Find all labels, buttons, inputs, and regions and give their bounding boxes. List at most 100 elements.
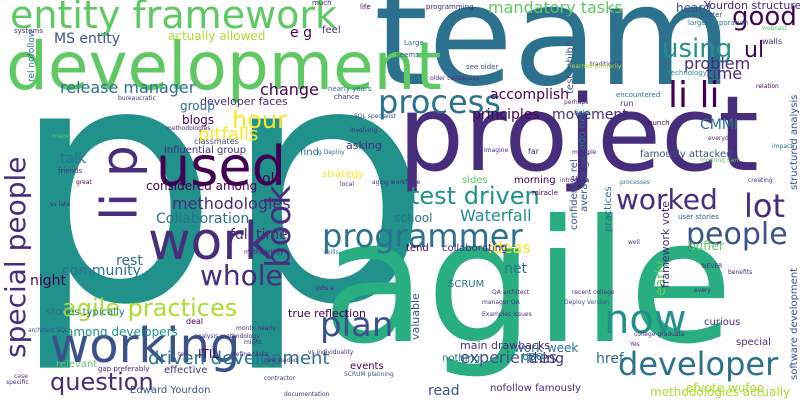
word-imagine: Imagine xyxy=(484,147,509,154)
word-work-week: work week xyxy=(514,341,579,355)
word-li-li: li li xyxy=(668,75,720,116)
word-aging-workforce: aging workforce xyxy=(372,179,421,186)
word-p-large-right: p xyxy=(222,0,432,377)
word-methodologies-small: methodologies xyxy=(166,125,211,132)
word-involving: involving xyxy=(350,127,378,134)
word-creating: creating xyxy=(748,177,773,184)
word-thing: thing xyxy=(528,351,565,367)
word-case: case xyxy=(14,373,28,380)
word-lip-vertical: li p xyxy=(90,145,149,221)
word-special-people: special people xyxy=(0,156,32,358)
word-skills: skills xyxy=(324,249,339,256)
word-accomplish: accomplish xyxy=(490,87,570,103)
word-methodologies: methodologies xyxy=(172,194,291,213)
word-entity-framework: entity framework xyxy=(10,0,338,37)
word-worked: worked xyxy=(616,183,718,216)
word-life: life xyxy=(360,3,371,11)
word-blogs: blogs xyxy=(182,113,215,127)
word-curious: curious xyxy=(704,317,741,328)
word-nearly-years: nearly years xyxy=(328,85,372,93)
word-project: project xyxy=(398,73,759,195)
word-strategy: strategy xyxy=(322,169,364,180)
word-bureaucratic: bureaucratic xyxy=(118,95,156,102)
word-far: far xyxy=(528,147,540,156)
word-work: work xyxy=(148,212,274,272)
word-pitfalls: pitfalls xyxy=(198,124,259,145)
word-movement: movement xyxy=(552,107,628,123)
word-programmer: programmer xyxy=(322,217,523,255)
word-driven-development: driven development xyxy=(148,348,330,369)
word-efvote-wufoo: efvote wufoo xyxy=(686,381,765,395)
word-true-reflection: true reflection xyxy=(288,307,366,320)
word-encountered: encountered xyxy=(616,91,661,99)
word-test-driven: test driven xyxy=(410,182,540,210)
word-much: much xyxy=(312,0,332,7)
word-e-g: e g xyxy=(290,25,312,41)
word-analysis-methodology: analysis methodology xyxy=(194,333,260,340)
word-relevant: relevant xyxy=(56,359,98,370)
word-using: using xyxy=(662,34,733,64)
word-ideas: ideas xyxy=(488,238,531,257)
word-every: every xyxy=(694,287,711,294)
word-itil: ITIL xyxy=(198,347,220,361)
word-vs-late: vs late xyxy=(50,201,70,208)
word-net: net xyxy=(504,261,527,277)
word-valuable: valuable xyxy=(409,293,422,340)
word-recent-college: recent college xyxy=(572,289,615,296)
word-morning-sam: morning Sam xyxy=(700,157,741,164)
word-webcast: webcast xyxy=(762,25,787,32)
word-question: question xyxy=(50,368,154,396)
word-school: school xyxy=(394,211,433,225)
word-friends: friends xyxy=(58,167,83,175)
word-local: local xyxy=(340,181,354,188)
word-deal: deal xyxy=(186,317,204,326)
word-methodologies-actually: methodologies actually xyxy=(650,385,791,399)
word-classmates: classmates xyxy=(194,137,239,146)
word-introduce: introduce xyxy=(560,177,589,184)
word-release-manager: release manager xyxy=(60,78,196,97)
word-systems: systems xyxy=(14,27,43,35)
word-g-deploy: g Deploy xyxy=(318,149,345,156)
word-run: run xyxy=(620,99,634,108)
word-everyday: everyday xyxy=(708,135,736,142)
word-ol: ol xyxy=(262,171,275,187)
word-full-time: full time xyxy=(230,227,288,243)
word-used: used xyxy=(156,135,286,198)
word-scrum: SCRUM xyxy=(448,279,485,290)
word-find: find xyxy=(300,147,319,158)
word-whole: whole xyxy=(200,259,283,292)
word-change: change xyxy=(260,80,319,99)
word-miracle: miracle xyxy=(532,189,559,197)
word-large-corporation: large corporation xyxy=(688,19,749,27)
word-overloaded: overloaded xyxy=(264,357,298,364)
word-vs-individuality: vs individuality xyxy=(308,349,354,356)
word-heard: heard xyxy=(676,1,711,15)
word-great: great xyxy=(76,179,92,186)
word-development: development xyxy=(6,28,442,105)
word-buffer: buffer xyxy=(688,239,724,253)
word-developer-faces: developer faces xyxy=(200,95,288,108)
word-team: team xyxy=(374,0,733,117)
word-tell: tell xyxy=(178,351,188,358)
word-seems: seems xyxy=(396,51,419,59)
word-qa-architect: QA architect xyxy=(492,289,530,296)
word-traditional: traditional xyxy=(590,61,621,68)
word-large: Large xyxy=(404,39,424,47)
word-multiple: multiple xyxy=(572,149,597,156)
word-hour: hour xyxy=(232,106,287,134)
word-developer: developer xyxy=(618,345,779,383)
word-rest: rest xyxy=(116,253,143,269)
word-might: might xyxy=(244,339,262,346)
word-processes: processes xyxy=(620,179,650,186)
word-chance: chance xyxy=(334,93,360,101)
word-famously-attacked: famously attacked xyxy=(640,149,733,160)
word-time: time xyxy=(706,64,743,83)
word-href: href xyxy=(596,351,624,367)
word-agile-practices: agile practices xyxy=(62,294,238,322)
word-field: field xyxy=(574,109,590,117)
word-technology: technology xyxy=(668,69,707,77)
word-read: read xyxy=(428,383,460,399)
word-well: well xyxy=(628,239,640,246)
word-perhaps: perhaps xyxy=(564,99,589,106)
word-asking: asking xyxy=(346,139,382,152)
